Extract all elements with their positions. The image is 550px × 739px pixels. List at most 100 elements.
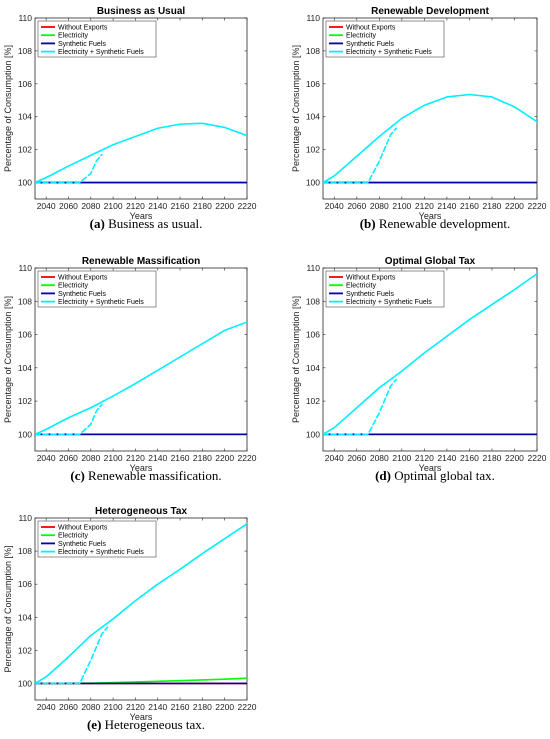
x-tick-label: 2140 [148,453,167,463]
x-tick-label: 2140 [437,201,456,211]
legend-entry: Without Exports [58,524,108,531]
caption-text: Renewable development. [376,216,511,231]
caption-label: (d) [375,468,391,483]
x-tick-label: 2220 [238,201,257,211]
y-tick-label: 110 [18,263,32,273]
x-tick-label: 2040 [325,453,344,463]
series-line-dashed-electricity-synthetic-fuels [323,127,398,184]
figure-caption: (b) Renewable development. [360,216,511,231]
y-tick-label: 100 [306,429,320,439]
x-tick-label: 2180 [193,702,212,712]
x-tick-label: 2100 [392,201,411,211]
y-tick-label: 108 [18,296,32,306]
legend-entry: Electricity + Synthetic Fuels [346,49,432,56]
legend-entry: Synthetic Fuels [58,41,106,48]
figure-caption: (d) Optimal global tax. [375,468,495,483]
series-group [323,273,537,436]
caption-label: (e) [87,717,101,732]
x-tick-label: 2180 [482,453,501,463]
series-line-electricity-synthetic-fuels [323,273,537,436]
caption-label: (a) [90,216,105,231]
series-line-dashed-electricity-synthetic-fuels [35,626,109,685]
figure-caption: (c) Renewable massification. [70,468,221,483]
x-tick-label: 2060 [59,453,78,463]
y-tick-label: 106 [18,79,32,89]
y-tick-label: 104 [18,363,32,373]
x-tick-label: 2140 [148,201,167,211]
x-tick-label: 2220 [528,201,547,211]
caption-label: (c) [70,468,84,483]
x-tick-label: 2180 [482,201,501,211]
y-axis-label: Percentage of Consumption [%] [291,296,301,423]
x-tick-label: 2200 [215,702,234,712]
y-tick-label: 102 [306,145,320,155]
y-tick-label: 102 [18,645,32,655]
x-tick-label: 2120 [415,453,434,463]
series-line-electricity-synthetic-fuels [35,522,247,685]
legend-entry: Electricity [58,533,88,540]
chart-title: Renewable Development [371,6,489,17]
caption-text: Business as usual. [105,216,203,231]
legend-entry: Synthetic Fuels [58,291,106,298]
x-tick-label: 2060 [59,201,78,211]
x-tick-label: 2160 [460,201,479,211]
caption-label: (b) [360,216,376,231]
caption-text: Renewable massification. [85,468,222,483]
y-axis-label: Percentage of Consumption [%] [3,296,13,423]
x-tick-label: 2140 [437,453,456,463]
x-tick-label: 2100 [392,453,411,463]
x-tick-label: 2200 [215,453,234,463]
legend-entry: Electricity + Synthetic Fuels [58,49,144,56]
x-tick-label: 2100 [104,702,123,712]
x-tick-label: 2060 [347,453,366,463]
legend-entry: Electricity + Synthetic Fuels [58,549,144,556]
legend-box [37,520,157,558]
x-tick-label: 2080 [370,201,389,211]
x-tick-label: 2200 [505,201,524,211]
x-tick-label: 2160 [171,702,190,712]
x-axis-label: Years [130,211,153,221]
y-tick-label: 104 [18,112,32,122]
x-axis-label: Years [419,463,442,473]
y-tick-label: 100 [18,178,32,188]
y-tick-label: 104 [306,112,320,122]
y-tick-label: 102 [18,396,32,406]
caption-text: Heterogeneous tax. [101,717,205,732]
chart-panel-b: Renewable Development 2040 2060 2080 2100 212… [291,6,547,231]
legend-entry: Synthetic Fuels [346,291,394,298]
x-tick-label: 2060 [347,201,366,211]
legend-entry: Electricity [346,33,376,40]
series-group [35,522,247,685]
y-tick-label: 106 [306,330,320,340]
x-tick-label: 2080 [81,201,100,211]
x-tick-label: 2220 [528,453,547,463]
x-tick-label: 2160 [171,453,190,463]
series-line-electricity-synthetic-fuels [35,122,247,184]
series-line-electricity-synthetic-fuels [35,321,247,436]
x-tick-label: 2080 [370,453,389,463]
y-tick-label: 100 [18,429,32,439]
y-tick-label: 100 [18,678,32,688]
legend-entry: Without Exports [346,274,396,281]
y-tick-label: 106 [18,330,32,340]
x-tick-label: 2120 [126,702,145,712]
x-tick-label: 2080 [81,453,100,463]
y-tick-label: 104 [18,612,32,622]
legend-entry: Synthetic Fuels [346,41,394,48]
legend-entry: Electricity + Synthetic Fuels [58,299,144,306]
legend-entry: Electricity [58,33,88,40]
x-axis-label: Years [130,463,153,473]
series-line-dashed-electricity-synthetic-fuels [35,153,103,184]
x-tick-label: 2220 [238,702,257,712]
legend-entry: Electricity [58,283,88,290]
y-tick-label: 102 [18,145,32,155]
x-tick-label: 2100 [104,201,123,211]
chart-title: Heterogeneous Tax [95,506,187,517]
